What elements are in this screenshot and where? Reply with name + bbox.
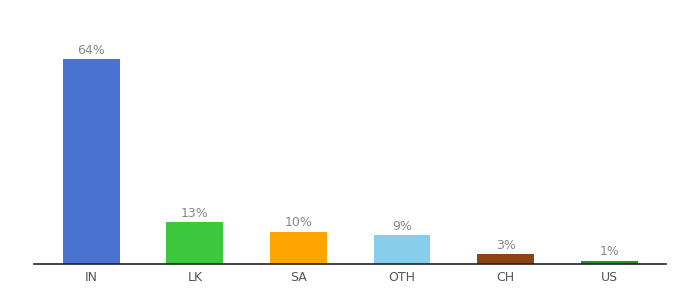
Text: 13%: 13%: [181, 207, 209, 220]
Bar: [581, 261, 638, 264]
Text: 10%: 10%: [284, 216, 312, 230]
Text: 64%: 64%: [78, 44, 105, 57]
Bar: [270, 232, 327, 264]
Text: 9%: 9%: [392, 220, 412, 232]
Bar: [63, 59, 120, 264]
Text: 1%: 1%: [599, 245, 619, 258]
Text: 3%: 3%: [496, 239, 515, 252]
Bar: [477, 254, 534, 264]
Bar: [167, 222, 223, 264]
Bar: [373, 235, 430, 264]
